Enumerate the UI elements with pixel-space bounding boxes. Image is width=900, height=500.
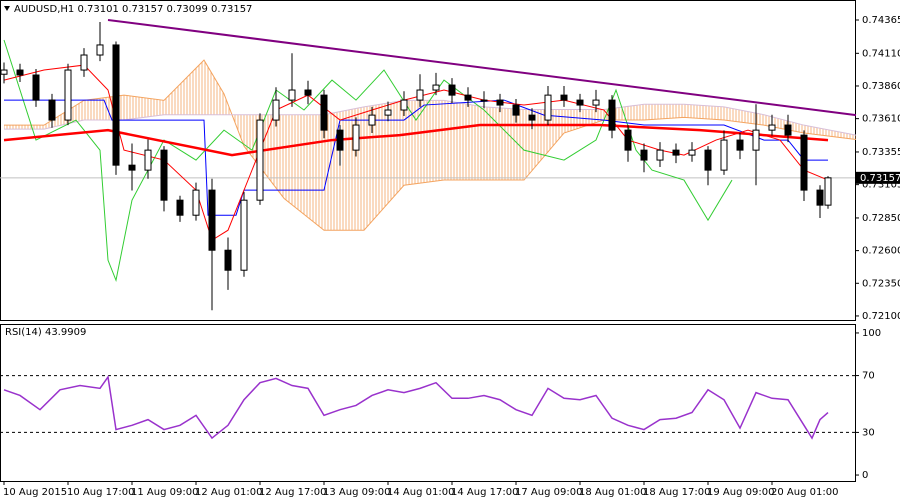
candle-body xyxy=(784,124,792,136)
candle-body xyxy=(96,44,104,56)
candle-body xyxy=(112,44,120,166)
y-tick-label: 0.73105 xyxy=(862,180,900,191)
y-tick-label: 0.73355 xyxy=(862,147,900,158)
candle-body xyxy=(544,94,552,121)
candle-body xyxy=(704,149,712,171)
candle-body xyxy=(496,99,504,106)
candle-body xyxy=(640,149,648,161)
y-tick-label: 0.74365 xyxy=(862,15,900,26)
y-tick-label: 0 xyxy=(862,470,868,481)
chart-title: AUDUSD,H1 0.73101 0.73157 0.73099 0.7315… xyxy=(14,4,252,15)
candle-body xyxy=(352,124,360,151)
y-tick-label: 0.73610 xyxy=(862,114,900,125)
candle-body xyxy=(560,94,568,101)
y-tick-label: 0.72600 xyxy=(862,246,900,257)
rsi-line xyxy=(3,375,829,440)
x-tick-label: 17 Aug 09:00 xyxy=(515,487,582,498)
candle-body xyxy=(768,124,776,131)
last-price-label: 0.73157 xyxy=(860,173,900,184)
candle-body xyxy=(192,189,200,216)
candle-body xyxy=(128,164,136,171)
candle-body xyxy=(256,119,264,201)
indicator-line xyxy=(3,39,733,283)
title-icon xyxy=(4,6,10,11)
y-tick-label: 0.73860 xyxy=(862,81,900,92)
span-a-line xyxy=(4,59,857,231)
x-tick-label: 14 Aug 01:00 xyxy=(387,487,454,498)
rsi-title: RSI(14) 43.9909 xyxy=(5,327,86,338)
candle-body xyxy=(304,89,312,96)
candle-body xyxy=(144,149,152,171)
candle-body xyxy=(176,199,184,216)
candle-body xyxy=(48,99,56,121)
candle-body xyxy=(512,104,520,116)
indicator-line xyxy=(3,123,829,157)
candle-body xyxy=(736,139,744,151)
candle-body xyxy=(576,99,584,106)
candle-body xyxy=(816,189,824,206)
candle-body xyxy=(608,99,616,131)
candle-body xyxy=(592,99,600,106)
candle-body xyxy=(400,99,408,111)
x-tick-label: 11 Aug 09:00 xyxy=(131,487,198,498)
candle-body xyxy=(672,149,680,156)
candle-body xyxy=(80,54,88,71)
x-tick-label: 13 Aug 09:00 xyxy=(323,487,390,498)
rsi-panel xyxy=(0,324,856,482)
candle-body xyxy=(160,149,168,201)
candle-body xyxy=(824,177,832,206)
y-tick-label: 0.72350 xyxy=(862,278,900,289)
candle-body xyxy=(288,89,296,101)
x-tick-label: 12 Aug 17:00 xyxy=(259,487,326,498)
x-tick-label: 19 Aug 09:00 xyxy=(707,487,774,498)
y-tick-label: 0.72850 xyxy=(862,213,900,224)
ichimoku-cloud xyxy=(4,60,856,231)
x-tick-label: 18 Aug 17:00 xyxy=(643,487,710,498)
candle-body xyxy=(464,94,472,101)
candle-body xyxy=(720,139,728,171)
candle-body xyxy=(528,114,536,121)
y-tick-label: 0.72100 xyxy=(862,311,900,322)
candle-body xyxy=(320,94,328,131)
candle-body xyxy=(752,129,760,151)
candle-body xyxy=(624,129,632,151)
x-tick-label: 12 Aug 01:00 xyxy=(195,487,262,498)
candle-body xyxy=(688,149,696,156)
last-price-box xyxy=(856,171,900,184)
candle-body xyxy=(384,109,392,116)
y-tick-label: 100 xyxy=(862,328,881,339)
candle-body xyxy=(368,114,376,126)
x-tick-label: 10 Aug 17:00 xyxy=(67,487,134,498)
candle-body xyxy=(336,129,344,151)
x-tick-label: 10 Aug 2015 xyxy=(3,487,67,498)
candle-body xyxy=(800,134,808,191)
candle-body xyxy=(32,74,40,101)
candle-body xyxy=(416,89,424,101)
trend-line xyxy=(107,18,857,117)
candle-body xyxy=(16,69,24,76)
y-tick-label: 0.74110 xyxy=(862,48,900,59)
x-tick-label: 14 Aug 17:00 xyxy=(451,487,518,498)
x-tick-label: 18 Aug 01:00 xyxy=(579,487,646,498)
x-tick-label: 20 Aug 01:00 xyxy=(771,487,838,498)
candle-body xyxy=(448,84,456,96)
candle-body xyxy=(480,99,488,102)
candle-body xyxy=(272,99,280,121)
candle-body xyxy=(64,69,72,121)
candle-body xyxy=(208,189,216,251)
candle-body xyxy=(656,149,664,161)
y-tick-label: 70 xyxy=(862,371,875,382)
candle-body xyxy=(240,199,248,271)
candle-body xyxy=(224,249,232,271)
y-tick-label: 30 xyxy=(862,427,875,438)
candle-body xyxy=(432,84,440,91)
candle-body xyxy=(0,69,8,75)
